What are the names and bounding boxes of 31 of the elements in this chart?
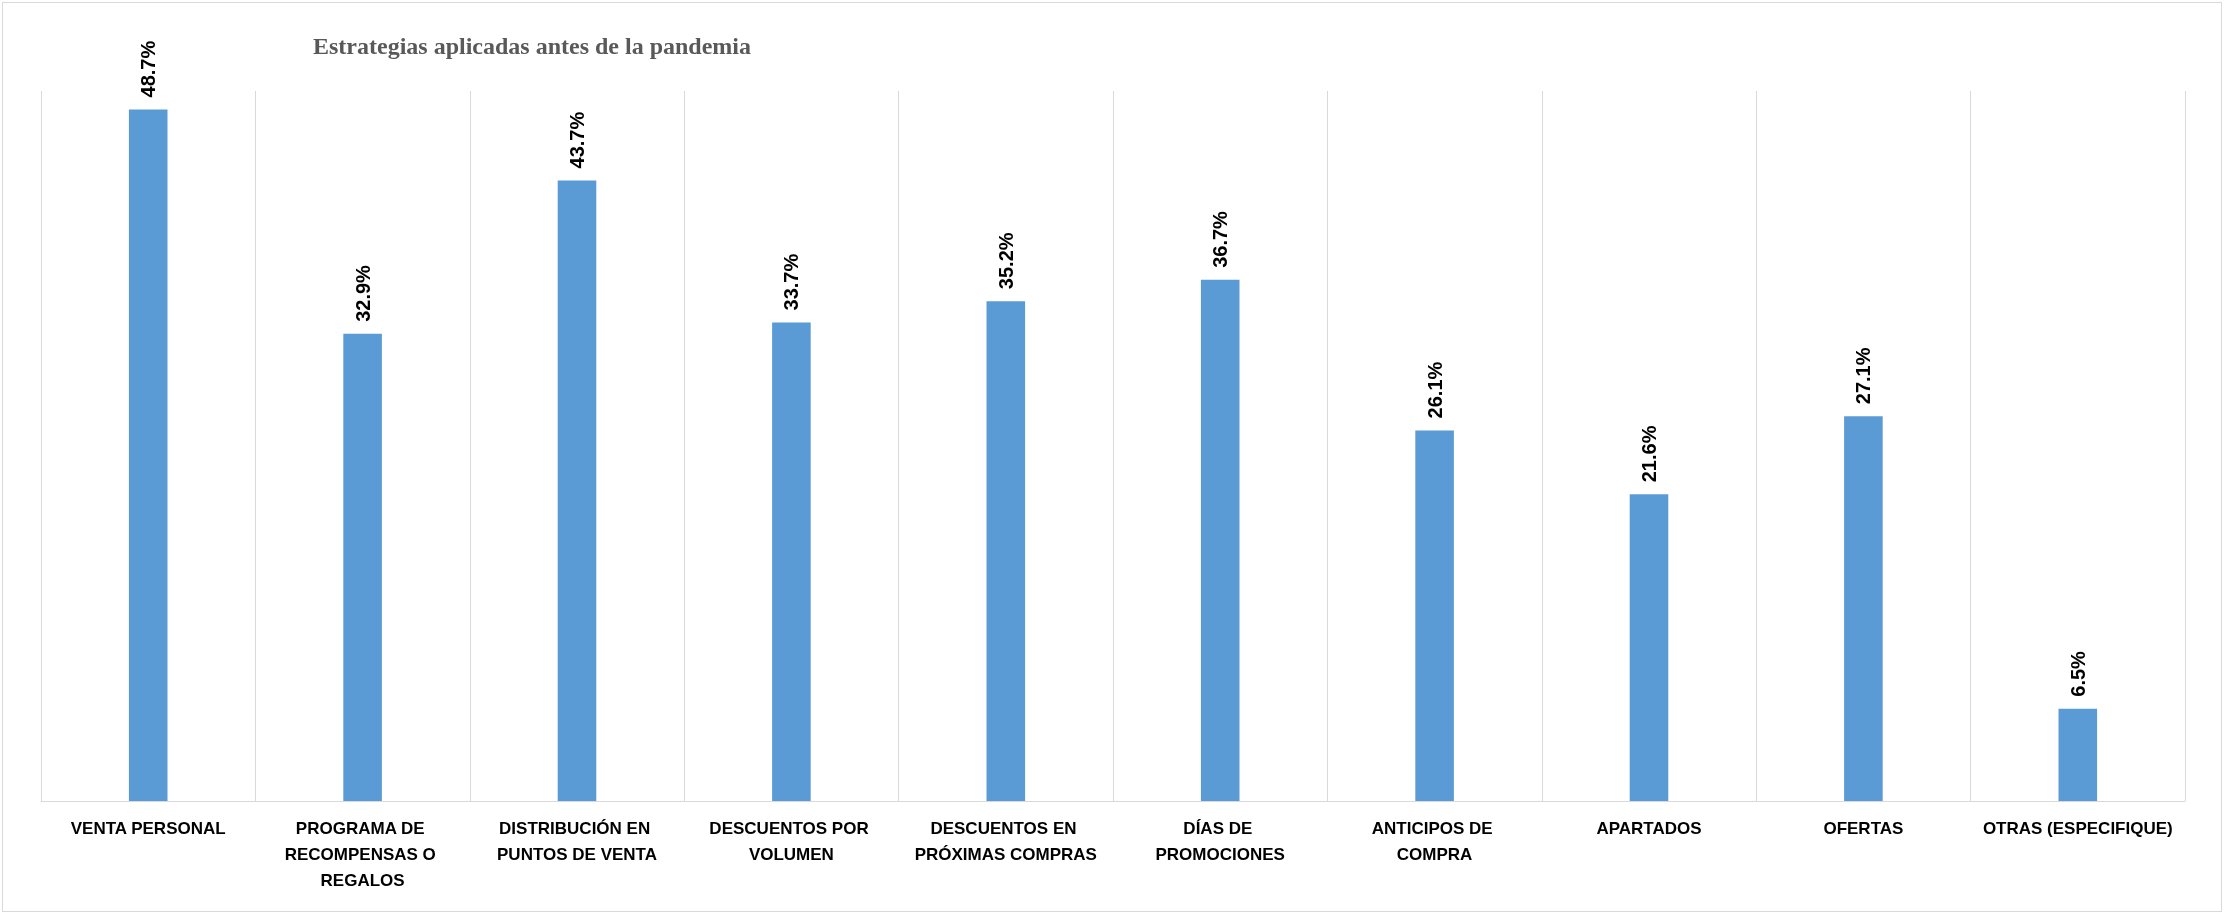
bar <box>128 109 168 801</box>
data-label: 6.5% <box>2066 650 2089 697</box>
data-label: 36.7% <box>1209 210 1232 268</box>
x-tick-label: DÍAS DE PROMOCIONES <box>1155 818 1285 864</box>
x-tick-label: OFERTAS <box>1823 818 1904 838</box>
data-label: 26.1% <box>1423 361 1446 419</box>
data-label: 33.7% <box>780 253 803 311</box>
bar <box>1415 430 1454 801</box>
data-label: 32.9% <box>351 264 374 322</box>
x-tick-label: DESCUENTOS EN PRÓXIMAS COMPRAS <box>914 818 1097 864</box>
bar <box>557 180 597 801</box>
x-tick-label: APARTADOS <box>1596 818 1702 838</box>
bar <box>772 322 811 801</box>
x-tick-label: PROGRAMA DE RECOMPENSAS O REGALOS <box>284 818 441 890</box>
chart-title: Estrategias aplicadas antes de la pandemia <box>313 33 752 59</box>
bar <box>1629 494 1669 801</box>
x-tick-label: VENTA PERSONAL <box>70 818 226 838</box>
data-label: 21.6% <box>1638 425 1660 483</box>
bar <box>343 333 382 801</box>
bar <box>2058 708 2098 801</box>
data-label: 48.7% <box>137 40 160 98</box>
bar <box>986 301 1026 801</box>
data-label: 43.7% <box>566 111 588 169</box>
x-tick-label: DISTRIBUCIÓN EN PUNTOS DE VENTA <box>497 818 657 864</box>
data-label: 27.1% <box>1852 347 1875 405</box>
data-label: 35.2% <box>994 232 1017 290</box>
bar <box>1844 416 1883 801</box>
x-tick-label: OTRAS (ESPECIFIQUE) <box>1982 818 2173 838</box>
bar <box>1200 279 1240 801</box>
x-tick-label: DESCUENTOS POR VOLUMEN <box>709 818 874 864</box>
x-tick-label: ANTICIPOS DE COMPRA <box>1371 818 1498 864</box>
